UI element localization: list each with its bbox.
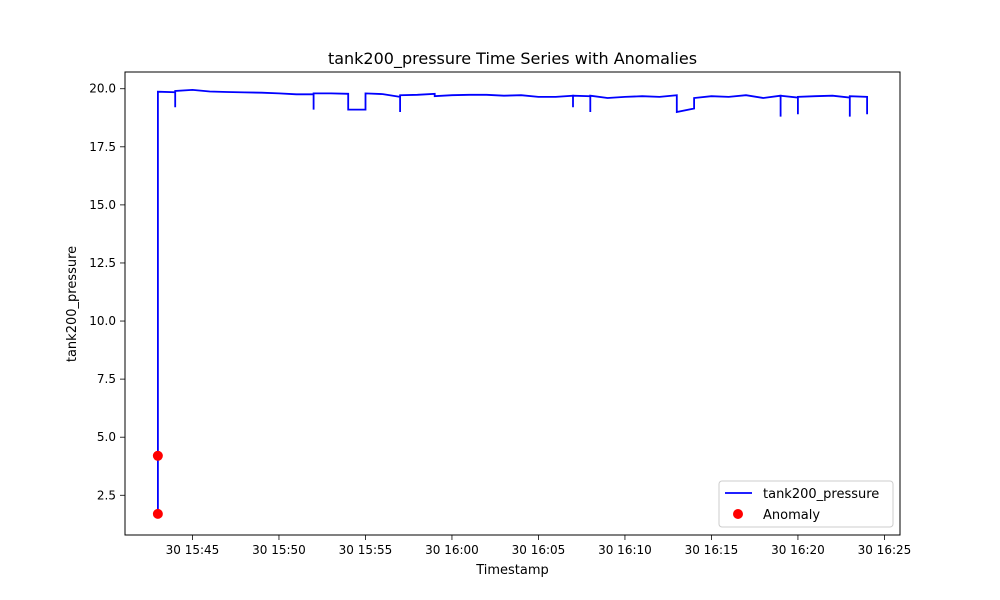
x-tick-label: 30 15:55 [339, 543, 393, 557]
chart-title: tank200_pressure Time Series with Anomal… [328, 49, 697, 69]
series-layer [157, 88, 868, 514]
x-tick-label: 30 16:10 [598, 543, 652, 557]
y-tick-label: 2.5 [97, 488, 116, 502]
x-tick-label: 30 16:00 [425, 543, 479, 557]
y-axis-label: tank200_pressure [65, 246, 80, 362]
legend-box [718, 480, 894, 528]
y-tick-label: 5.0 [97, 430, 116, 444]
legend-series-label: tank200_pressure [763, 487, 879, 502]
legend-anomaly-marker [733, 509, 743, 519]
x-tick-label: 30 15:45 [166, 543, 220, 557]
x-tick-label: 30 15:50 [252, 543, 306, 557]
legend-anomaly-label: Anomaly [763, 508, 820, 523]
y-tick-label: 10.0 [89, 314, 116, 328]
anomaly-point [152, 508, 163, 519]
legend: tank200_pressure Anomaly [718, 480, 894, 528]
y-tick-label: 17.5 [89, 140, 116, 154]
x-axis: 30 15:45 30 15:50 30 15:55 30 16:00 30 16:05… [166, 535, 912, 557]
anomaly-point [152, 450, 163, 461]
x-tick-label: 30 16:15 [685, 543, 739, 557]
y-tick-label: 7.5 [97, 372, 116, 386]
x-tick-label: 30 16:05 [512, 543, 566, 557]
anomaly-layer [152, 450, 163, 519]
series-line [157, 88, 868, 514]
x-tick-label: 30 16:25 [858, 543, 912, 557]
plot-frame [124, 71, 901, 536]
y-tick-label: 15.0 [89, 198, 116, 212]
x-tick-label: 30 16:20 [771, 543, 825, 557]
y-tick-label: 20.0 [89, 82, 116, 96]
y-tick-label: 12.5 [89, 256, 116, 270]
x-axis-label: Timestamp [475, 563, 549, 578]
y-axis: 2.5 5.0 7.5 10.0 12.5 15.0 17.5 20.0 [89, 82, 125, 502]
